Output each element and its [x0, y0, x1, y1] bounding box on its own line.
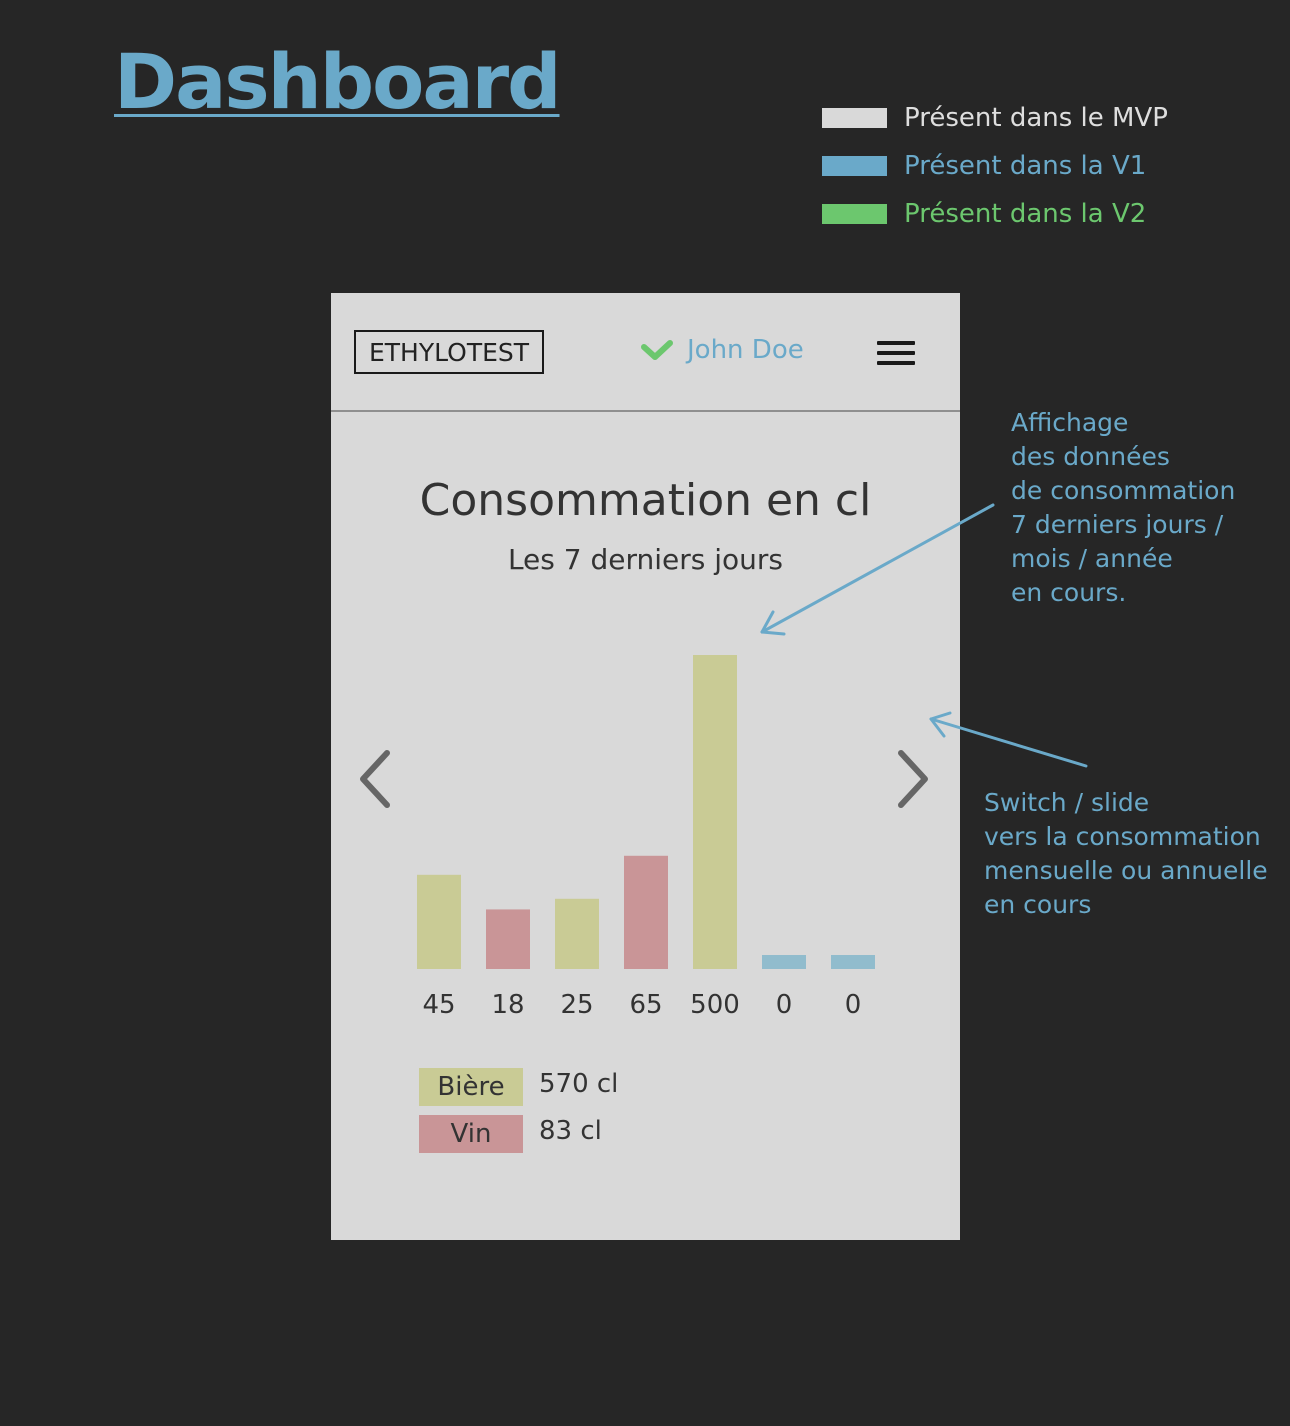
legend-item-v2: Présent dans la V2 — [822, 190, 1168, 238]
chart-tick-label: 25 — [560, 990, 593, 1020]
mobile-screen: ETHYLOTEST John Doe Consommation en cl L… — [331, 293, 960, 1240]
annotation-line: en cours — [984, 890, 1092, 919]
chart-bar — [624, 855, 668, 969]
summary-badge-biere: Bière — [419, 1068, 523, 1106]
chart-subtitle: Les 7 derniers jours — [507, 543, 784, 576]
annotation-line: de consommation — [1011, 476, 1236, 505]
chart-bar — [486, 909, 530, 969]
app-header: ETHYLOTEST John Doe — [331, 293, 960, 412]
annotation-line: mensuelle ou annuelle — [984, 856, 1268, 885]
check-icon — [641, 340, 673, 360]
legend-label-v1: Présent dans la V1 — [904, 151, 1147, 181]
chart-title: Consommation en cl — [419, 475, 872, 526]
version-legend: Présent dans le MVP Présent dans la V1 P… — [822, 94, 1168, 238]
hamburger-menu-icon[interactable] — [877, 341, 915, 369]
chart-tick-label: 500 — [690, 990, 740, 1020]
annotation-line: Affichage — [1011, 408, 1129, 437]
legend-label-mvp: Présent dans le MVP — [904, 103, 1168, 133]
legend-item-mvp: Présent dans le MVP — [822, 94, 1168, 142]
annotation-line: en cours. — [1011, 578, 1127, 607]
summary-badge-vin: Vin — [419, 1115, 523, 1153]
annotation-line: Switch / slide — [984, 788, 1150, 817]
chart-tick-label: 18 — [491, 990, 524, 1020]
user-status[interactable]: John Doe — [641, 335, 804, 365]
summary-value-vin: 83 cl — [539, 1116, 602, 1146]
annotation-switch-note: Switch / slide vers la consommation mens… — [984, 786, 1268, 922]
page-title: Dashboard — [114, 37, 561, 126]
chart-tick-label: 0 — [845, 990, 862, 1020]
chart-tick-label: 65 — [629, 990, 662, 1020]
app-logo[interactable]: ETHYLOTEST — [354, 330, 544, 374]
legend-label-v2: Présent dans la V2 — [904, 199, 1147, 229]
chart-bar — [762, 955, 806, 969]
chart-bar — [555, 898, 599, 969]
chart-tick-label: 0 — [776, 990, 793, 1020]
annotation-arrow-chart — [760, 503, 995, 636]
chevron-left-icon[interactable] — [357, 749, 393, 809]
annotation-line: des données — [1011, 442, 1170, 471]
legend-swatch-v2 — [822, 204, 887, 224]
legend-swatch-mvp — [822, 108, 887, 128]
chevron-right-icon[interactable] — [895, 749, 931, 809]
chart-bar — [693, 655, 737, 969]
annotation-line: 7 derniers jours / — [1011, 510, 1224, 539]
legend-item-v1: Présent dans la V1 — [822, 142, 1168, 190]
chart-bar — [417, 874, 461, 969]
user-name: John Doe — [687, 335, 804, 365]
annotation-line: mois / année — [1011, 544, 1173, 573]
annotation-line: vers la consommation — [984, 822, 1261, 851]
annotation-arrow-switch — [929, 711, 1088, 768]
summary-value-biere: 570 cl — [539, 1069, 619, 1099]
annotation-chart-note: Affichage des données de consommation 7 … — [1011, 406, 1235, 610]
chart-bar — [831, 955, 875, 969]
consumption-bar-chart: 45 18 25 65 500 0 0 — [417, 655, 875, 1020]
legend-swatch-v1 — [822, 156, 887, 176]
chart-tick-label: 45 — [422, 990, 455, 1020]
